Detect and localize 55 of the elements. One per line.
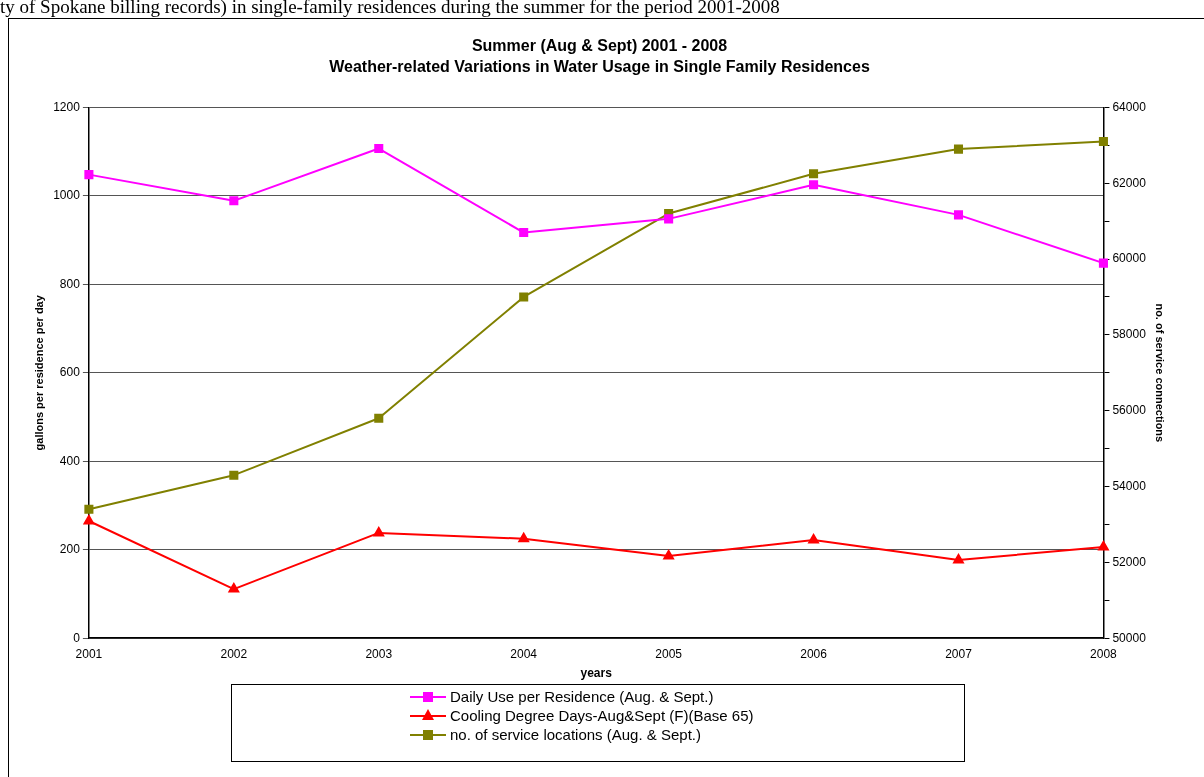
point [83, 514, 95, 525]
point [228, 583, 240, 593]
point [518, 532, 530, 543]
y-tick-label: 0 [73, 630, 81, 645]
x-tick-label: 2001 [75, 646, 103, 661]
y2-tick-label: 58000 [1112, 327, 1147, 342]
point [519, 228, 529, 238]
point [664, 214, 674, 224]
y2-tick-label: 50000 [1112, 630, 1147, 645]
point [953, 553, 964, 564]
point [953, 210, 964, 220]
point [84, 504, 94, 514]
point [84, 170, 94, 180]
point [374, 144, 384, 154]
point [229, 196, 239, 206]
x-tick-label: 2008 [1090, 646, 1118, 661]
y2-tick-label: 60000 [1112, 251, 1147, 266]
x-tick-label: 2002 [220, 646, 248, 661]
y-tick-label: 600 [59, 365, 81, 380]
text: ty of Spokane billing records) in single-family residences during the summer for the period 2001-2008 [0, 0, 780, 18]
point [1098, 136, 1108, 147]
legend-label: Cooling Degree Days-Aug&Sept (F)(Base 65) [450, 707, 754, 724]
point [809, 180, 819, 190]
chart-subtitle: Weather-related Variations in Water Usage in Single Family Residences [329, 58, 870, 76]
y2-tick-label: 54000 [1112, 478, 1147, 493]
point [519, 292, 529, 302]
y-tick-label: 200 [59, 542, 81, 557]
x-axis-title: years [580, 666, 613, 681]
point [373, 526, 385, 537]
point [809, 169, 819, 179]
point [953, 144, 964, 154]
point [1098, 541, 1109, 551]
legend-label: Daily Use per Residence (Aug. & Sept.) [450, 688, 714, 705]
point [374, 413, 384, 423]
legend-label: no. of service locations (Aug. & Sept.) [450, 726, 701, 743]
x-tick-label: 2004 [510, 646, 538, 661]
y-tick-label: 1200 [53, 99, 81, 114]
x-tick-label: 2007 [945, 646, 973, 661]
point [229, 470, 239, 480]
x-tick-label: 2003 [365, 646, 393, 661]
y2-tick-label: 64000 [1112, 99, 1147, 114]
point [808, 534, 819, 544]
point [1098, 258, 1108, 268]
y-tick-label: 800 [59, 276, 81, 291]
y-tick-label: 1000 [53, 188, 81, 203]
x-tick-label: 2006 [800, 646, 828, 661]
y2-tick-label: 56000 [1112, 403, 1147, 418]
chart-title: Summer (Aug & Sept) 2001 - 2008 [471, 37, 728, 55]
y-tick-label: 400 [59, 453, 81, 468]
y2-tick-label: 52000 [1112, 554, 1147, 569]
x-tick-label: 2005 [655, 646, 683, 661]
y2-axis-title: no. of service connections [1154, 303, 1167, 443]
y2-tick-label: 62000 [1112, 175, 1147, 190]
point [663, 549, 674, 560]
y-axis-title: gallons per residence per day [32, 294, 45, 451]
